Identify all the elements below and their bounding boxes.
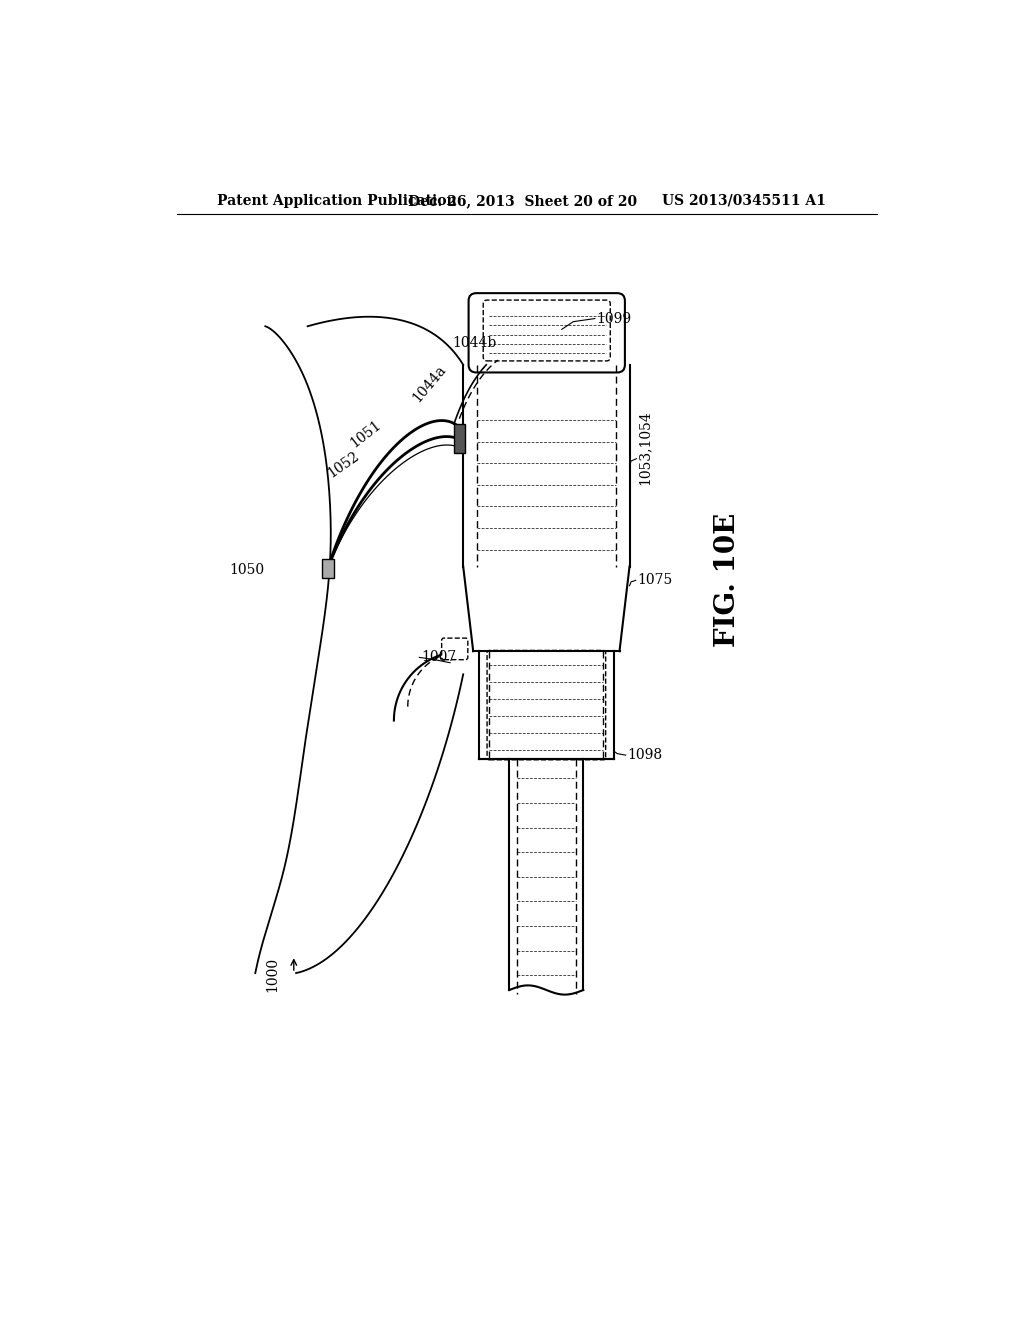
Text: US 2013/0345511 A1: US 2013/0345511 A1: [662, 194, 825, 207]
Text: 1051: 1051: [348, 417, 384, 450]
FancyBboxPatch shape: [469, 293, 625, 372]
Text: 1052: 1052: [325, 449, 361, 480]
Polygon shape: [463, 364, 630, 990]
Text: 1044b: 1044b: [453, 337, 497, 350]
Text: FIG. 10E: FIG. 10E: [714, 513, 740, 648]
Text: 1075: 1075: [637, 573, 673, 587]
Text: 1099: 1099: [596, 312, 632, 326]
Bar: [454, 424, 465, 453]
Text: 1007: 1007: [421, 651, 456, 664]
Bar: [322, 558, 334, 578]
FancyBboxPatch shape: [441, 638, 468, 660]
Text: 1050: 1050: [229, 564, 264, 577]
Text: 1098: 1098: [628, 748, 663, 762]
Text: Dec. 26, 2013  Sheet 20 of 20: Dec. 26, 2013 Sheet 20 of 20: [408, 194, 637, 207]
Text: 1044a: 1044a: [410, 362, 449, 404]
Text: 1053,1054: 1053,1054: [637, 409, 651, 484]
Text: Patent Application Publication: Patent Application Publication: [217, 194, 457, 207]
Text: 1000: 1000: [265, 957, 280, 993]
